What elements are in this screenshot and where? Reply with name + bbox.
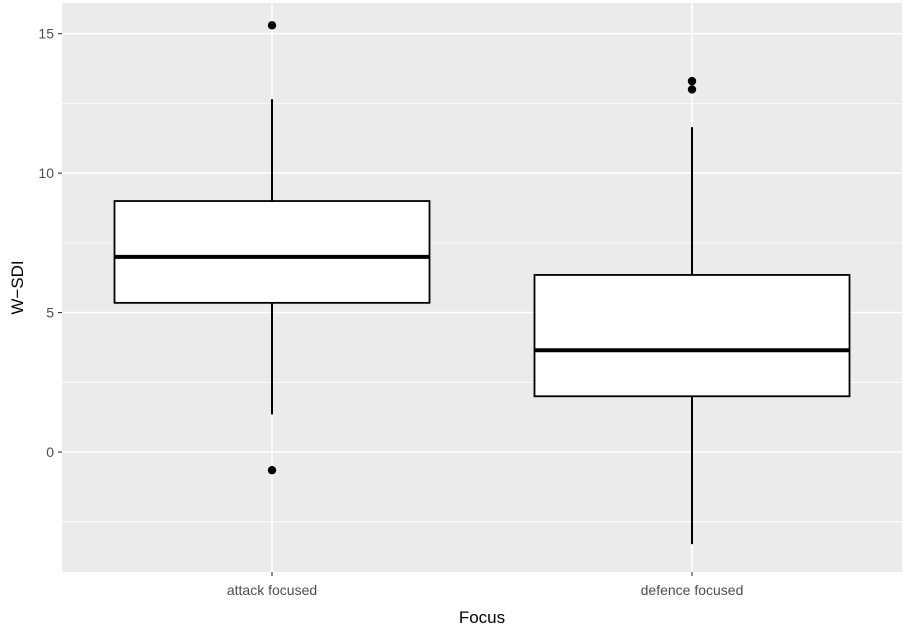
x-tick-label: defence focused	[641, 582, 744, 598]
outlier-point	[267, 465, 277, 475]
x-axis: attack focused defence focused	[227, 572, 744, 598]
box-group	[533, 76, 851, 545]
y-axis: 0 5 10 15	[38, 26, 62, 460]
outlier-point	[687, 85, 697, 94]
x-tick-label: attack focused	[227, 582, 317, 598]
box-group	[113, 21, 431, 475]
y-tick-label: 0	[46, 444, 54, 460]
x-axis-title: Focus	[459, 608, 505, 627]
y-tick-label: 10	[38, 165, 54, 181]
y-axis-title: W−SDI	[8, 260, 27, 314]
y-tick-label: 5	[46, 305, 54, 321]
boxes	[113, 21, 851, 545]
outlier-point	[687, 76, 697, 86]
outlier-point	[267, 21, 277, 30]
y-tick-label: 15	[38, 26, 54, 42]
box	[113, 200, 431, 304]
box	[533, 274, 851, 398]
